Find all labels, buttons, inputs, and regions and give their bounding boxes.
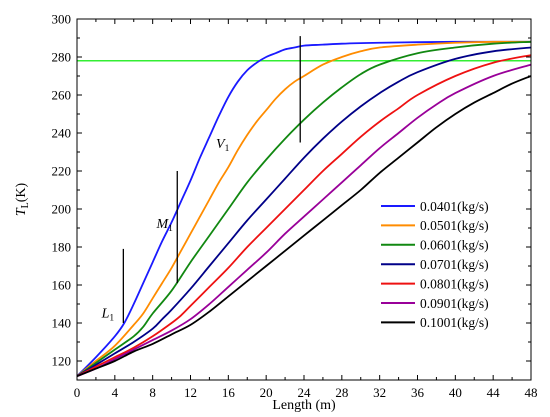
legend-label-6: 0.0901(kg/s)	[420, 296, 489, 311]
series-line-5	[76, 54, 532, 378]
x-tick-label: 40	[449, 385, 462, 400]
annotation-label-3: V1	[216, 137, 230, 154]
x-tick-label: 12	[184, 385, 197, 400]
y-axis-label: TL(K)	[14, 182, 31, 216]
series-line-2	[76, 40, 532, 377]
series-line-4	[76, 46, 532, 377]
series-line-6	[76, 63, 532, 378]
x-tick-label: 4	[112, 385, 119, 400]
x-tick-label: 28	[335, 385, 348, 400]
x-tick-label: 48	[525, 385, 538, 400]
x-tick-label: 0	[74, 385, 81, 400]
series-line-3	[76, 40, 532, 377]
y-axis-label-unit: (K)	[14, 182, 29, 202]
y-tick-label: 260	[52, 88, 72, 103]
y-tick-label: 220	[52, 164, 72, 179]
series-line-1	[76, 40, 531, 377]
legend-label-3: 0.0601(kg/s)	[420, 238, 489, 253]
x-axis-label: Length (m)	[272, 398, 336, 413]
annotation-label-1: L1	[101, 306, 115, 323]
y-tick-label: 180	[52, 240, 72, 255]
y-tick-label: 240	[52, 126, 72, 141]
annotation-label-2: M1	[155, 217, 173, 234]
y-tick-label: 280	[52, 50, 72, 65]
y-axis-label-sub: L	[20, 202, 31, 208]
y-axis-label-main: T	[14, 207, 29, 216]
y-tick-label: 160	[52, 278, 72, 293]
y-tick-label: 300	[52, 12, 72, 27]
x-tick-label: 20	[260, 385, 273, 400]
x-tick-label: 36	[411, 385, 425, 400]
y-tick-label: 120	[52, 354, 72, 369]
x-tick-label: 8	[149, 385, 156, 400]
legend-label-2: 0.0501(kg/s)	[420, 218, 489, 233]
y-tick-label: 200	[52, 202, 72, 217]
legend-label-7: 0.1001(kg/s)	[420, 315, 489, 330]
legend-label-5: 0.0801(kg/s)	[420, 276, 489, 291]
legend-label-1: 0.0401(kg/s)	[420, 199, 489, 214]
y-tick-label: 140	[52, 316, 72, 331]
x-tick-label: 44	[487, 385, 501, 400]
x-tick-label: 24	[298, 385, 312, 400]
series-line-7	[76, 75, 532, 378]
legend-label-4: 0.0701(kg/s)	[420, 257, 489, 272]
x-tick-label: 32	[373, 385, 386, 400]
x-tick-label: 16	[222, 385, 236, 400]
